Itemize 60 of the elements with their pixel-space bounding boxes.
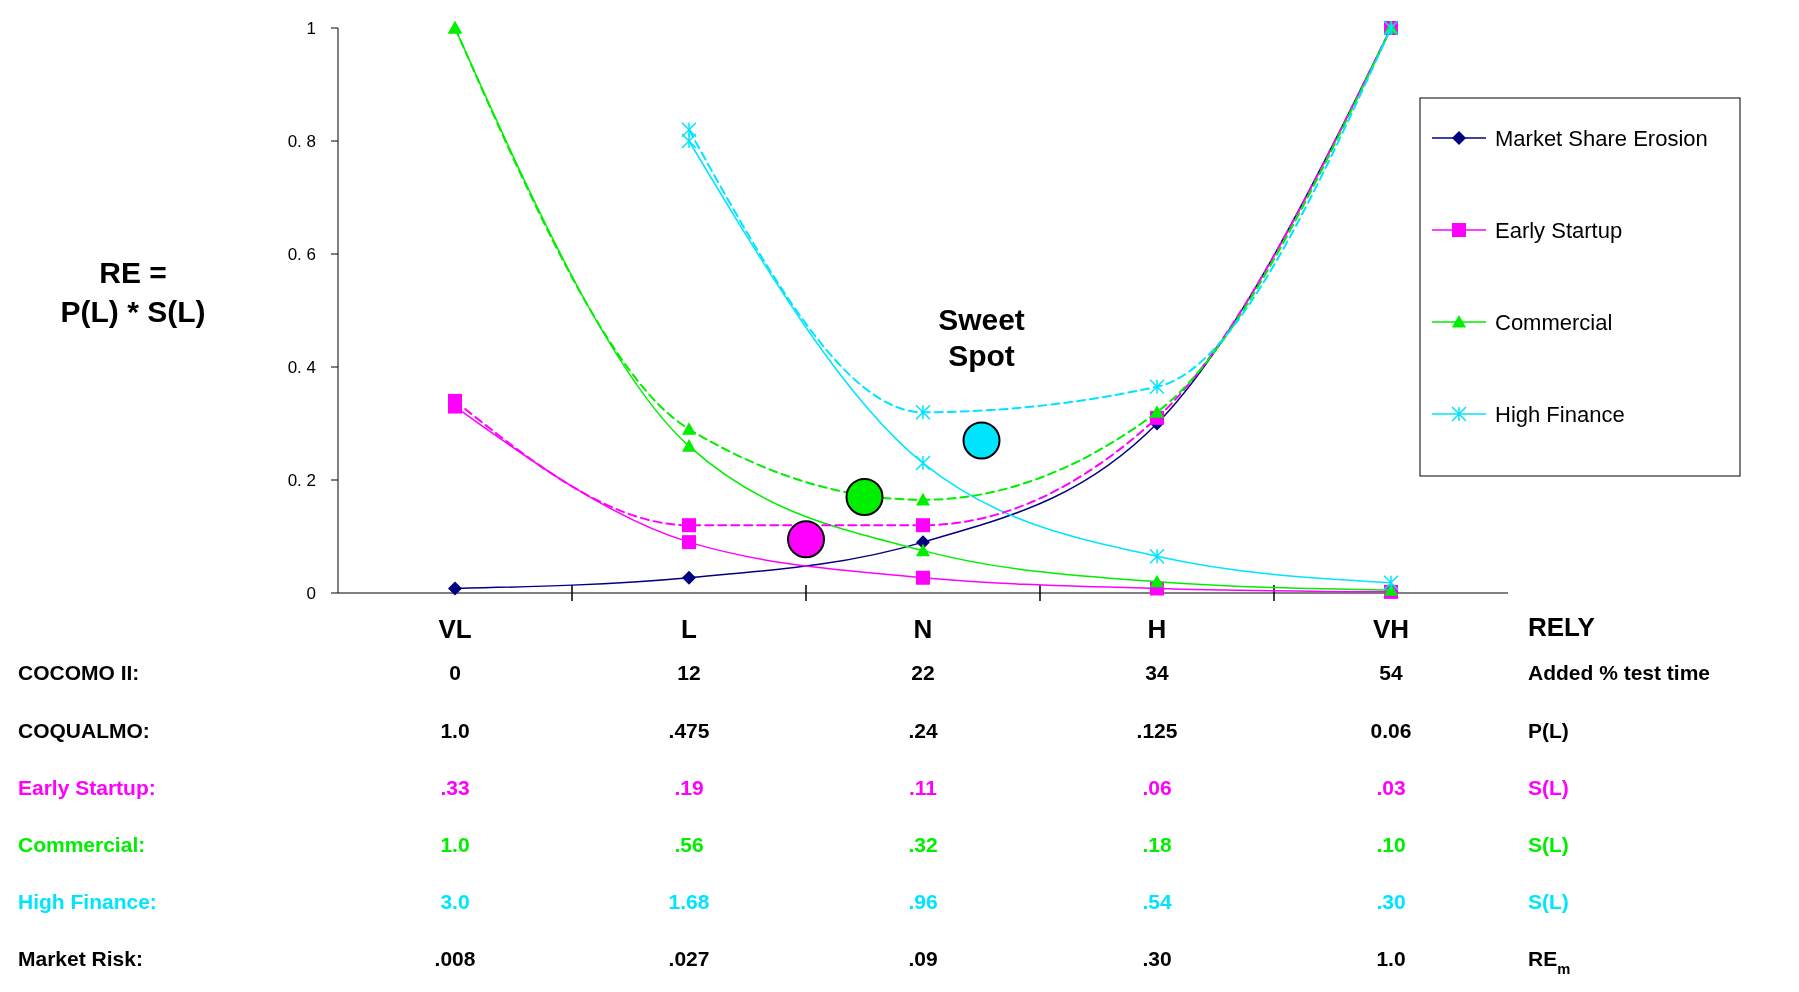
text: 0 — [449, 661, 461, 684]
text: .30 — [1142, 947, 1172, 970]
y-tick-label: 0 — [306, 583, 316, 603]
text: RE$_{m}$ — [1528, 947, 1571, 977]
text: .09 — [908, 947, 938, 970]
text: 1.68 — [668, 890, 710, 913]
text: 12 — [677, 661, 701, 684]
text: COQUALMO: — [18, 719, 150, 742]
text: .19 — [674, 776, 704, 799]
x-tick-label: H — [1147, 614, 1167, 644]
text: S(L) — [1528, 776, 1569, 799]
text: .03 — [1376, 776, 1406, 799]
y-tick-label: 0. 2 — [287, 470, 316, 490]
text: .475 — [668, 719, 710, 742]
text: .33 — [440, 776, 470, 799]
text: .54 — [1142, 890, 1172, 913]
legend-label: Commercial — [1495, 309, 1613, 335]
text: 22 — [911, 661, 935, 684]
text: 34 — [1145, 661, 1169, 684]
legend-label: Early Startup — [1495, 217, 1623, 243]
y-tick-label: 0. 8 — [287, 131, 316, 151]
text: .125 — [1136, 719, 1178, 742]
text: .56 — [674, 833, 704, 856]
legend-label: High Finance — [1495, 401, 1625, 427]
text: COCOMO II: — [18, 661, 140, 684]
x-tick-label: VL — [438, 614, 472, 644]
y-tick-label: 0. 6 — [287, 244, 316, 264]
y-tick-label: 0. 4 — [287, 357, 316, 377]
x-axis-title: RELY — [1528, 612, 1595, 642]
text: 1.0 — [1376, 947, 1406, 970]
legend-label: Market Share Erosion — [1495, 125, 1708, 151]
text: .11 — [908, 776, 938, 799]
text: Commercial: — [18, 833, 146, 856]
text: .30 — [1376, 890, 1406, 913]
text: 54 — [1379, 661, 1403, 684]
text: S(L) — [1528, 833, 1569, 856]
text: .18 — [1142, 833, 1172, 856]
text: .06 — [1142, 776, 1172, 799]
annotation: Sweet Spot — [938, 303, 1025, 373]
text: .24 — [908, 719, 938, 742]
text: Early Startup: — [18, 776, 156, 799]
text: .008 — [434, 947, 476, 970]
text: .32 — [908, 833, 938, 856]
text: 0.06 — [1370, 719, 1412, 742]
x-tick-label: VH — [1372, 614, 1410, 644]
text: 1.0 — [440, 833, 470, 856]
text: High Finance: — [18, 890, 157, 913]
y-axis-title: RE = P(L) * S(L) — [60, 256, 206, 328]
y-tick-label: 1 — [306, 18, 316, 38]
text: Market Risk: — [18, 947, 143, 970]
x-tick-label: L — [681, 614, 698, 644]
text: 1.0 — [440, 719, 470, 742]
text: .10 — [1376, 833, 1406, 856]
x-tick-label: N — [913, 614, 933, 644]
text: 3.0 — [440, 890, 470, 913]
text: P(L) — [1528, 719, 1569, 742]
text: .027 — [668, 947, 710, 970]
text: Added % test time — [1528, 661, 1711, 684]
text: .96 — [908, 890, 938, 913]
text: S(L) — [1528, 890, 1569, 913]
